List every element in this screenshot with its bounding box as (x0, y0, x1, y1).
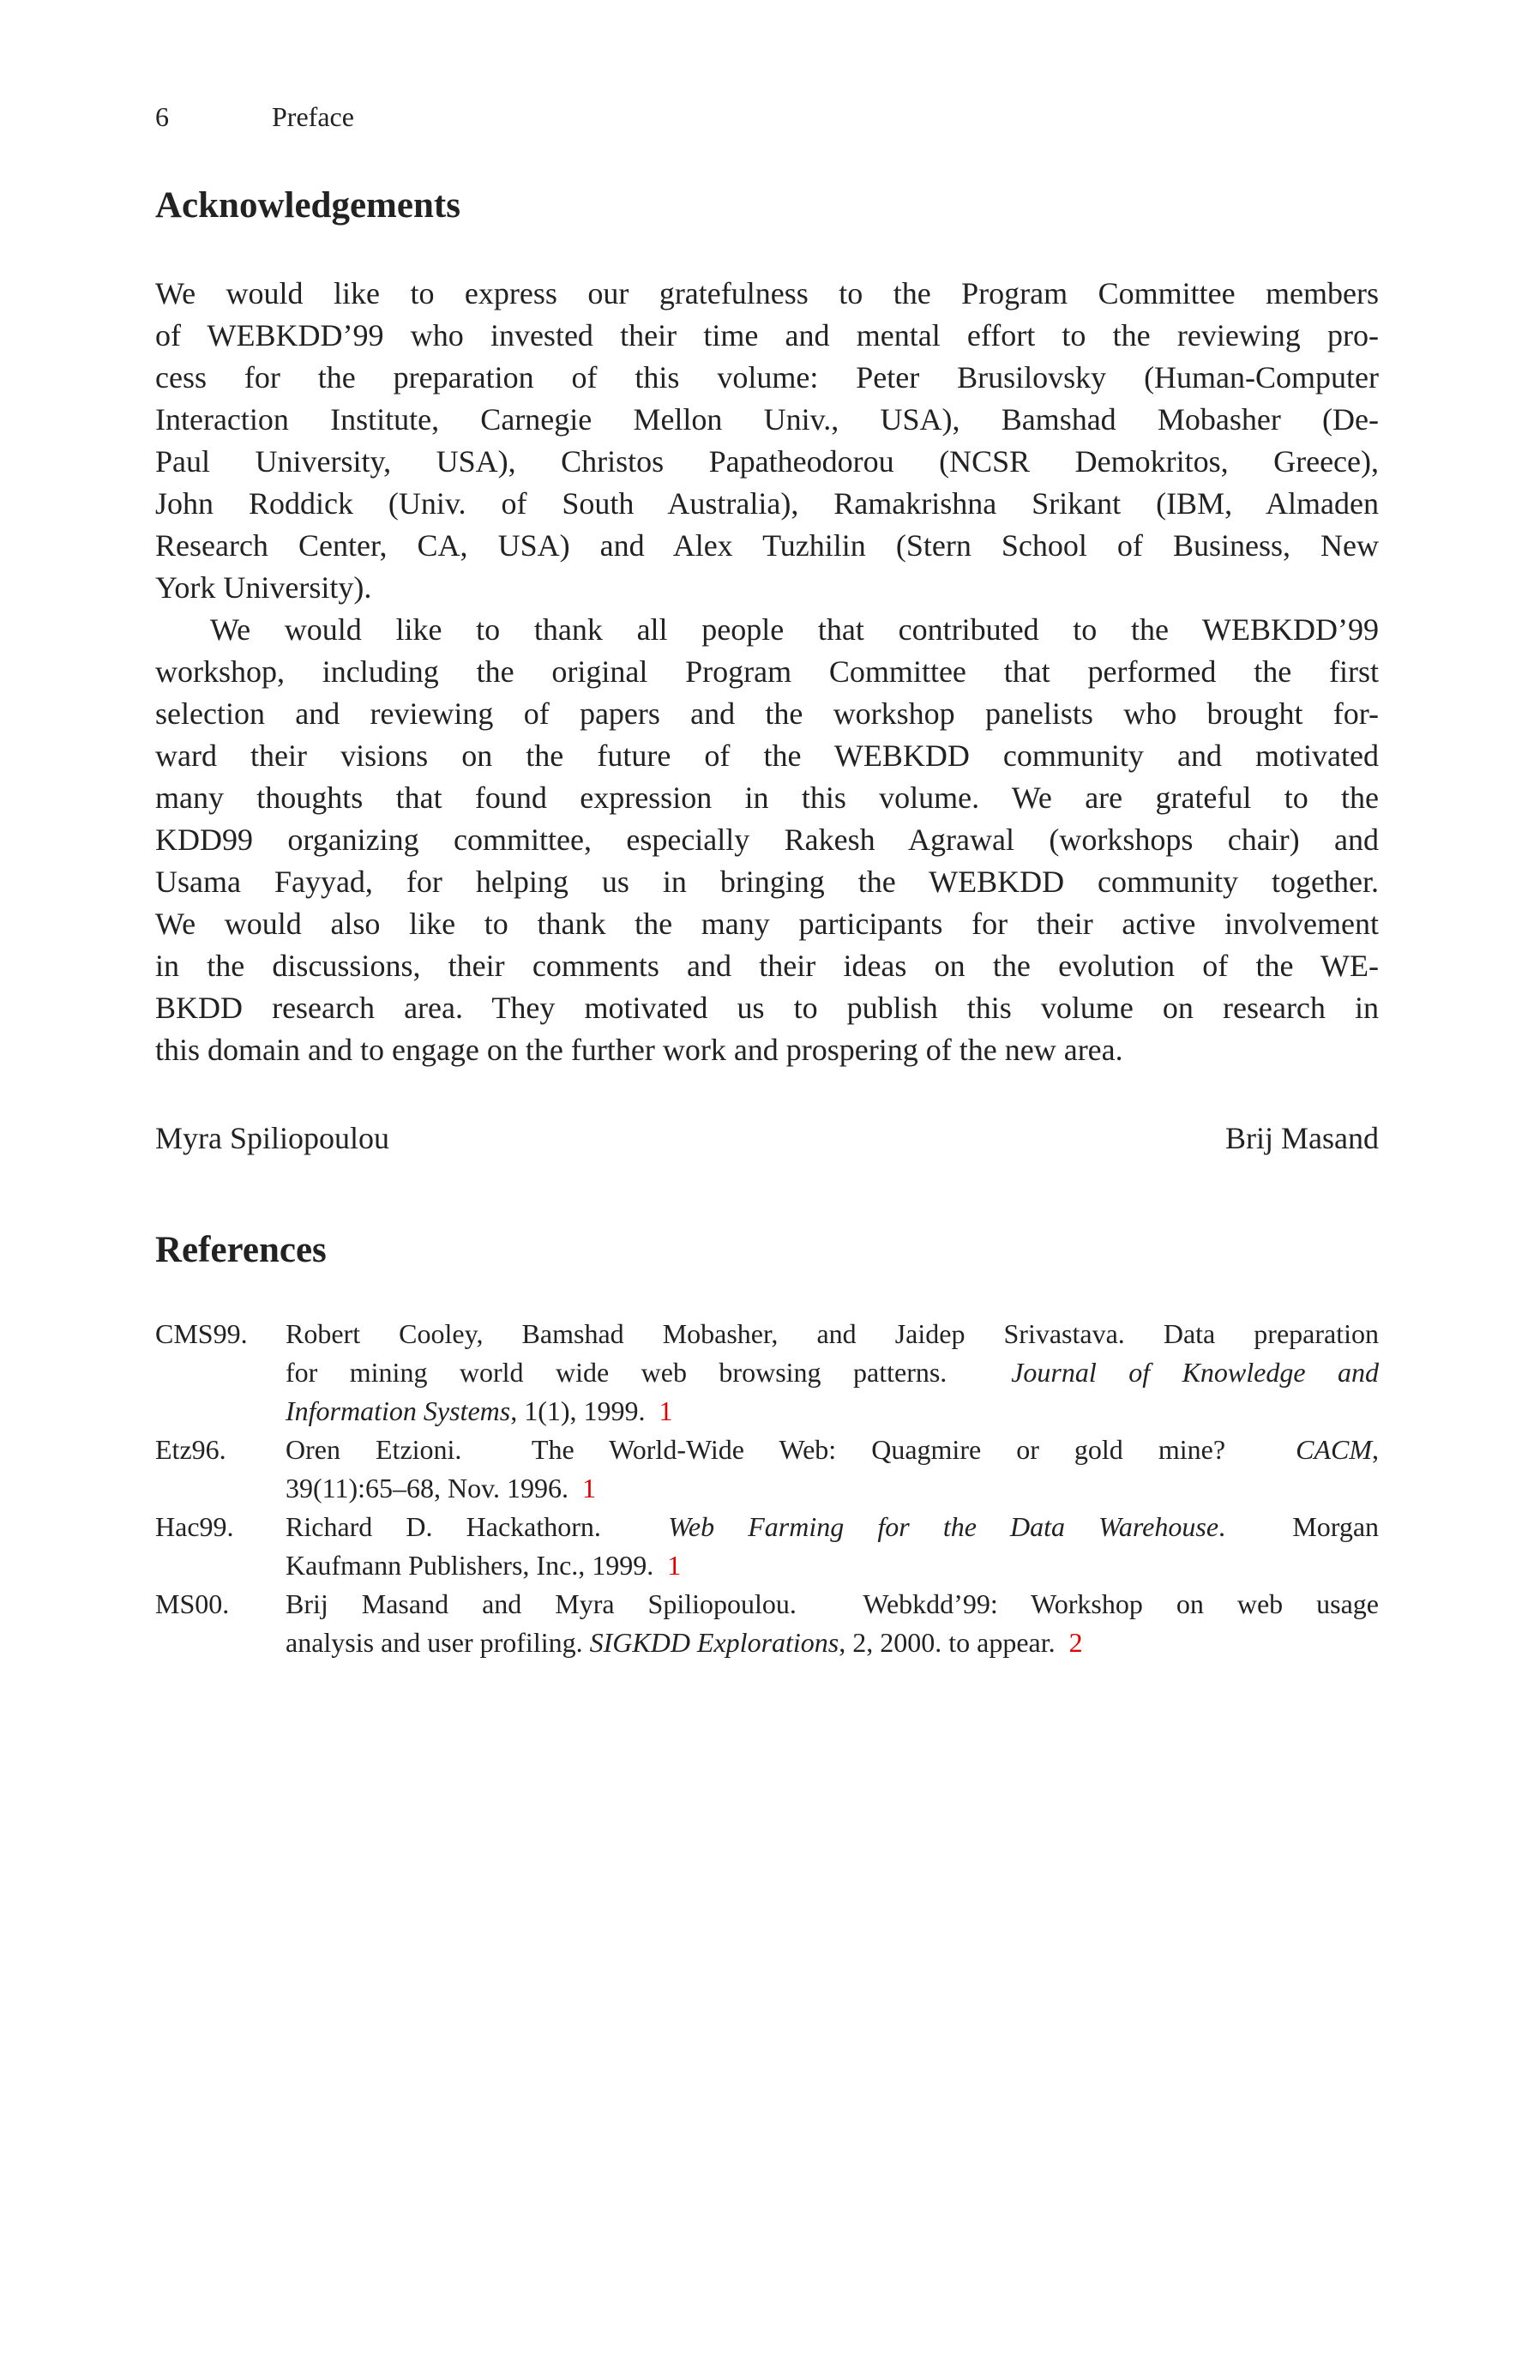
reference-label: CMS99. (155, 1318, 248, 1349)
reference-text: Richard D. Hackathorn. (286, 1511, 669, 1542)
references-heading: References (155, 1230, 327, 1270)
reference-text: Brij Masand and Myra Spiliopoulou. Webkd… (286, 1588, 1379, 1619)
reference-italic-text: Web Farming for the Data Warehouse (668, 1511, 1219, 1542)
signature-left: Myra Spiliopoulou (155, 1121, 390, 1155)
reference-line: Brij Masand and Myra Spiliopoulou. Webkd… (286, 1585, 1379, 1624)
paragraph-line: this domain and to engage on the further… (155, 1033, 1123, 1067)
paragraph-line: KDD99 organizing committee, especially R… (155, 822, 1379, 857)
reference-text: Oren Etzioni. The World-Wide Web: Quagmi… (286, 1434, 1296, 1465)
reference-line: Oren Etzioni. The World-Wide Web: Quagmi… (286, 1431, 1379, 1469)
reference-text: for mining world wide web browsing patte… (286, 1357, 1012, 1388)
paragraph-line: Research Center, CA, USA) and Alex Tuzhi… (155, 528, 1379, 563)
reference-italic-text: Information Systems (286, 1395, 511, 1426)
paragraph-line: We would also like to thank the many par… (155, 907, 1379, 941)
reference-label: Etz96. (155, 1434, 226, 1465)
reference-line: Kaufmann Publishers, Inc., 1999. 1 (286, 1546, 1379, 1585)
acknowledgements-heading: Acknowledgements (155, 185, 460, 226)
reference-label: Hac99. (155, 1511, 234, 1542)
paragraph-line: We would like to express our gratefulnes… (155, 276, 1379, 310)
paragraph-line: many thoughts that found expression in t… (155, 780, 1379, 815)
reference-text: Kaufmann Publishers, Inc., 1999. (286, 1550, 668, 1581)
paragraph-line: York University). (155, 570, 372, 605)
reference-text: . Morgan (1218, 1511, 1380, 1542)
reference-text: analysis and user profiling. (286, 1627, 590, 1658)
paragraph-line: BKDD research area. They motivated us to… (155, 991, 1379, 1025)
reference-line: Robert Cooley, Bamshad Mobasher, and Jai… (286, 1315, 1379, 1353)
paragraph-line: workshop, including the original Program… (155, 654, 1379, 689)
reference-text: Robert Cooley, Bamshad Mobasher, and Jai… (286, 1318, 1379, 1349)
signature-right: Brij Masand (1225, 1121, 1379, 1155)
back-reference-link[interactable]: 1 (667, 1550, 682, 1581)
paragraph-line: John Roddick (Univ. of South Australia),… (155, 486, 1379, 521)
back-reference-link[interactable]: 2 (1068, 1627, 1083, 1658)
back-reference-link[interactable]: 1 (659, 1395, 673, 1426)
reference-line: Information Systems, 1(1), 1999. 1 (286, 1392, 1379, 1431)
page-number: 6 (155, 101, 169, 132)
paragraph-line: selection and reviewing of papers and th… (155, 696, 1379, 731)
reference-line: analysis and user profiling. SIGKDD Expl… (286, 1624, 1379, 1662)
reference-italic-text: Journal of Knowledge and (1011, 1357, 1380, 1388)
paragraph-line: of WEBKDD’99 who invested their time and… (155, 318, 1379, 352)
paragraph-line: Paul University, USA), Christos Papatheo… (155, 444, 1379, 479)
reference-text: , 1(1), 1999. (510, 1395, 659, 1426)
paragraph-line: in the discussions, their comments and t… (155, 949, 1379, 983)
reference-line: Richard D. Hackathorn. Web Farming for t… (286, 1508, 1379, 1546)
paragraph-line: We would like to thank all people that c… (210, 612, 1379, 647)
reference-text: , (1372, 1434, 1379, 1465)
paragraph-line: Interaction Institute, Carnegie Mellon U… (155, 402, 1379, 437)
reference-italic-text: CACM (1296, 1434, 1372, 1465)
back-reference-link[interactable]: 1 (582, 1473, 597, 1503)
paragraph-line: ward their visions on the future of the … (155, 738, 1379, 773)
reference-line: for mining world wide web browsing patte… (286, 1353, 1379, 1392)
running-title: Preface (272, 101, 354, 132)
paragraph-line: cess for the preparation of this volume:… (155, 360, 1379, 395)
reference-text: 39(11):65–68, Nov. 1996. (286, 1473, 583, 1503)
reference-line: 39(11):65–68, Nov. 1996. 1 (286, 1469, 1379, 1508)
reference-label: MS00. (155, 1588, 230, 1619)
paragraph-line: Usama Fayyad, for helping us in bringing… (155, 865, 1379, 899)
reference-italic-text: SIGKDD Explorations (589, 1627, 839, 1658)
reference-text: , 2, 2000. to appear. (839, 1627, 1069, 1658)
